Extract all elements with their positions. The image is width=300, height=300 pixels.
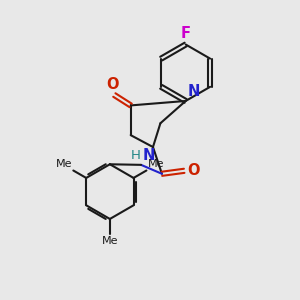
Text: O: O [106, 77, 119, 92]
Text: Me: Me [56, 159, 72, 169]
Text: O: O [187, 163, 200, 178]
Text: F: F [181, 26, 191, 41]
Text: Me: Me [102, 236, 118, 246]
Text: N: N [188, 85, 200, 100]
Text: Me: Me [148, 159, 164, 169]
Text: H: H [130, 149, 140, 163]
Text: N: N [142, 148, 155, 164]
